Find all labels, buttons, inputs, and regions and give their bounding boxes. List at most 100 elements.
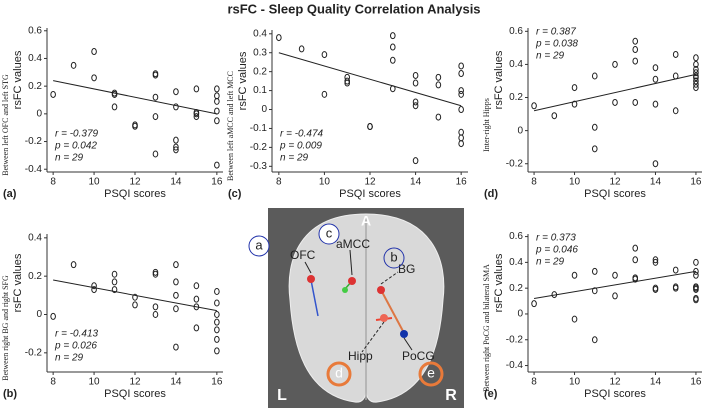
x-tick-label: 8 xyxy=(531,177,537,188)
callout xyxy=(248,235,270,257)
point xyxy=(276,34,282,42)
fit-line xyxy=(533,73,697,112)
x-tick-label: 14 xyxy=(410,177,422,188)
y-tick-label: -0.4 xyxy=(506,360,524,371)
y-tick-label: 0.4 xyxy=(253,28,267,39)
y-axis-label: rsFC values xyxy=(237,51,249,110)
point xyxy=(214,107,220,115)
point xyxy=(173,88,179,96)
panel-label: (a) xyxy=(3,188,17,200)
scatter-panel: -0.2 0 0.2 0.4 8 10 12 14 16 PSQI scores (b) rsFC v… xyxy=(1,232,223,400)
x-axis-label: PSQI scores xyxy=(104,388,166,400)
y-axis-sublabel: Between left OFC and left STG xyxy=(1,74,10,176)
annotation: n = 29 xyxy=(536,257,565,268)
point xyxy=(173,143,179,151)
x-axis-label: PSQI scores xyxy=(584,188,646,200)
point xyxy=(652,100,659,108)
y-tick-label: -0.4 xyxy=(25,164,43,175)
annotation: r = -0.379 xyxy=(55,129,99,140)
x-tick-label: 16 xyxy=(211,377,223,388)
point xyxy=(193,282,200,290)
x-tick-label: 12 xyxy=(129,177,141,188)
callout-label: c xyxy=(326,225,333,240)
point xyxy=(591,145,598,153)
annotation: n = 29 xyxy=(536,51,565,62)
point xyxy=(435,113,442,121)
panel-label: (d) xyxy=(484,188,498,200)
y-tick-label: 0.4 xyxy=(509,257,523,268)
point xyxy=(344,79,351,87)
point xyxy=(693,271,699,279)
y-tick-label: 0 xyxy=(517,125,523,136)
point xyxy=(173,136,179,144)
point xyxy=(693,258,699,266)
point xyxy=(693,77,699,85)
annotation: n = 29 xyxy=(280,153,309,164)
point xyxy=(389,43,396,51)
x-tick-label: 10 xyxy=(569,177,581,188)
point xyxy=(152,270,159,278)
annotation: r = 0.373 xyxy=(536,233,576,244)
x-tick-label: 12 xyxy=(129,377,141,388)
point xyxy=(652,64,659,72)
point xyxy=(693,80,699,88)
annotation: r = 0.387 xyxy=(536,27,576,38)
point xyxy=(173,146,179,154)
point xyxy=(458,106,464,114)
point xyxy=(111,90,118,98)
point xyxy=(70,61,77,69)
y-axis-sublabel: Between right BG and right SFG xyxy=(1,275,10,381)
x-tick-label: 14 xyxy=(170,177,182,188)
point xyxy=(193,303,200,311)
point xyxy=(591,287,598,295)
point xyxy=(693,69,699,77)
point xyxy=(132,293,138,301)
point xyxy=(193,295,200,303)
y-tick-label: -0.2 xyxy=(506,158,524,169)
leader xyxy=(403,337,413,351)
callout xyxy=(383,247,405,269)
x-tick-label: 8 xyxy=(50,377,56,388)
x-axis-label: PSQI scores xyxy=(104,188,166,200)
point xyxy=(458,62,464,70)
node xyxy=(380,314,388,322)
node xyxy=(307,275,315,283)
scatter-panel: -0.3 -0.2 -0.1 0 0.1 0.2 0.3 0.4 8 10 12 14 16 PSQI s… xyxy=(226,28,468,200)
point xyxy=(111,286,118,294)
point xyxy=(672,284,679,292)
annotation: p = 0.026 xyxy=(54,341,97,352)
scatter-panel: -0.4 -0.2 0 0.2 0.4 0.6 8 10 12 14 16 PSQI scores (e… xyxy=(482,231,702,400)
orientation-label: R xyxy=(445,387,457,404)
point xyxy=(571,315,578,323)
point xyxy=(672,107,679,115)
point xyxy=(435,73,442,81)
y-tick-label: 0.3 xyxy=(253,47,267,58)
y-tick-label: 0 xyxy=(36,108,42,119)
point xyxy=(693,84,699,92)
x-tick-label: 10 xyxy=(569,377,581,388)
point xyxy=(591,336,598,344)
leader xyxy=(380,271,399,285)
y-tick-label: 0.4 xyxy=(28,53,42,64)
point xyxy=(111,103,118,111)
point xyxy=(321,51,328,59)
y-tick-label: 0.6 xyxy=(509,231,523,242)
point xyxy=(693,285,699,293)
point xyxy=(193,113,200,121)
x-tick-label: 14 xyxy=(170,377,182,388)
annotation: p = 0.042 xyxy=(54,141,97,152)
point xyxy=(693,267,699,275)
point xyxy=(551,112,558,120)
figure-title: rsFC - Sleep Quality Correlation Analysi… xyxy=(227,1,480,16)
y-axis-label: rsFC values xyxy=(493,253,505,312)
point xyxy=(632,256,639,264)
point xyxy=(612,292,618,300)
point xyxy=(152,311,159,318)
x-tick-label: 10 xyxy=(89,377,101,388)
point xyxy=(193,85,200,93)
point xyxy=(693,54,699,62)
x-tick-label: 10 xyxy=(319,177,331,188)
x-tick-label: 12 xyxy=(364,177,376,188)
point xyxy=(298,45,305,53)
